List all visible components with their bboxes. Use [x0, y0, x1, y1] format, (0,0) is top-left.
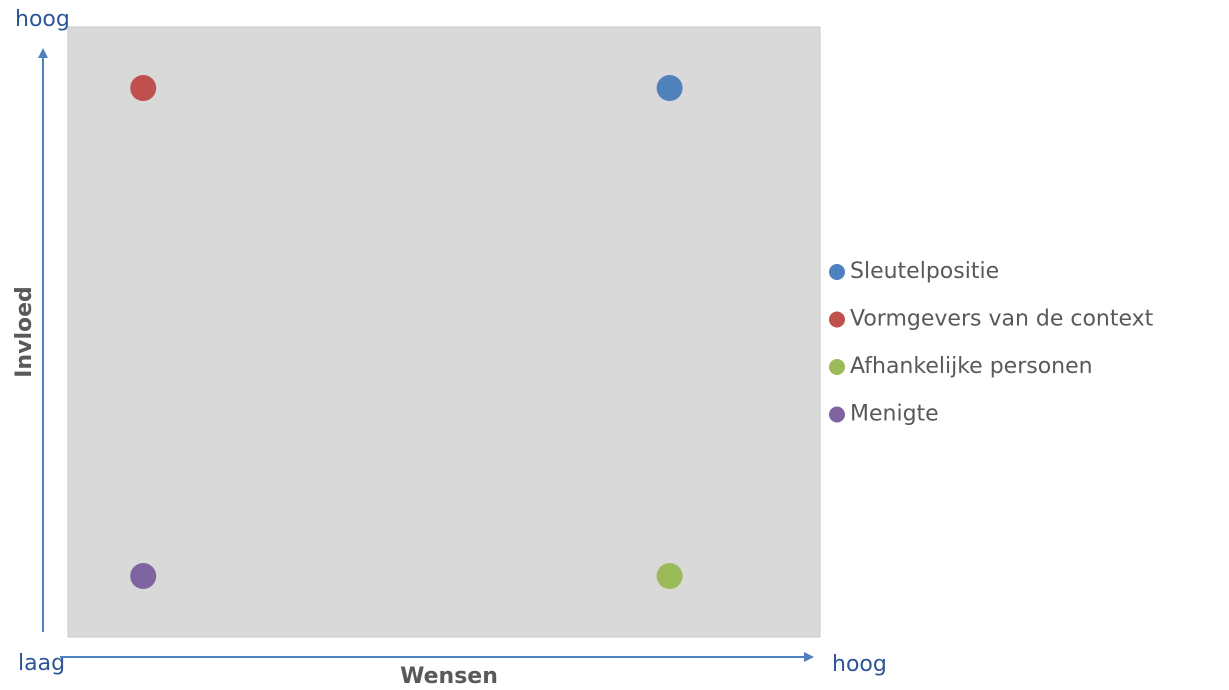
scatter-point [656, 563, 683, 589]
legend-label: Menigte [850, 402, 939, 427]
x-high-label: hoog [832, 652, 887, 677]
scatter-point [130, 75, 157, 101]
legend-marker [829, 359, 845, 375]
plot-area [67, 26, 821, 638]
scatter-point [656, 75, 683, 101]
legend-label: Sleutelpositie [850, 259, 999, 284]
scatter-point [130, 563, 157, 589]
legend-label: Afhankelijke personen [850, 354, 1093, 379]
legend-marker [829, 264, 845, 280]
x-axis-title: Wensen [400, 664, 498, 689]
y-axis-title: Invloed [12, 286, 37, 378]
low-label: laag [18, 651, 65, 676]
legend-label: Vormgevers van de context [850, 307, 1154, 332]
legend-marker [829, 311, 845, 328]
legend-marker [829, 406, 845, 423]
y-high-label: hoog [15, 7, 70, 32]
